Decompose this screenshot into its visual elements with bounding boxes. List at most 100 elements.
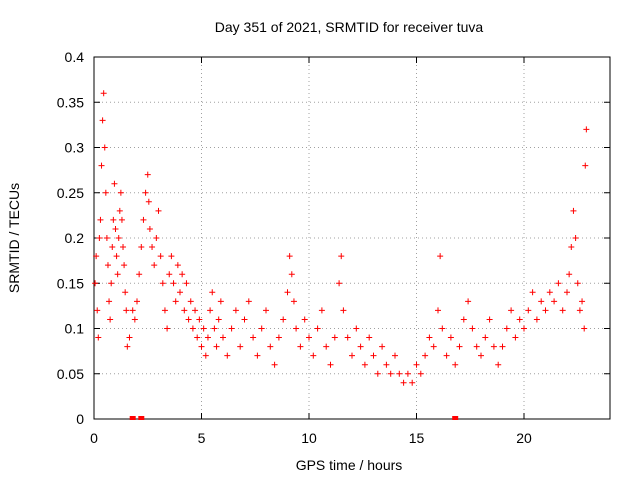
data-point [525,307,532,314]
data-point [196,316,203,323]
data-point [538,298,545,305]
y-tick-label: 0.4 [65,49,85,65]
data-point [447,334,454,341]
chart-title: Day 351 of 2021, SRMTID for receiver tuv… [215,19,484,35]
data-point [151,262,158,269]
data-point [574,280,581,287]
data-point [353,325,360,332]
data-point [439,325,446,332]
data-point [533,316,540,323]
data-point [213,343,220,350]
data-point [271,361,278,368]
y-tick-label: 0 [76,411,84,427]
data-point [336,280,343,287]
data-point [109,244,116,251]
plot-frame [93,56,611,420]
data-point [566,271,573,278]
data-point [98,162,105,169]
data-point [258,325,265,332]
data-point [413,361,420,368]
data-point [290,298,297,305]
baseline-point [138,416,145,420]
baseline-point [129,416,136,420]
data-point [503,325,510,332]
data-point [110,216,117,223]
data-point [301,316,308,323]
data-point [131,316,138,323]
data-point [108,280,115,287]
data-point [254,352,261,359]
data-point [107,316,114,323]
data-point [512,334,519,341]
data-point [478,352,484,359]
data-point [117,189,124,196]
data-point [168,253,175,260]
grid [94,57,610,419]
data-point [310,352,317,359]
y-tick-label: 0.15 [57,275,84,291]
data-point [164,325,171,332]
data-point [293,325,300,332]
data-point [224,352,231,359]
y-tick-label: 0.1 [65,321,85,337]
data-point [194,334,201,341]
data-point [482,334,489,341]
data-point [187,298,194,305]
data-point [200,325,207,332]
data-point [217,298,224,305]
data-point [100,90,107,97]
data-point [232,307,239,314]
data-point [576,307,583,314]
data-point [374,370,381,377]
data-point [437,253,444,260]
data-point [404,370,411,377]
y-tick-label: 0.3 [65,140,85,156]
data-point [140,216,147,223]
data-point [582,162,589,169]
x-axis-label: GPS time / hours [296,457,403,473]
data-point [111,180,118,187]
y-tick-label: 0.05 [57,366,84,382]
y-axis-label: SRMTID / TECUs [6,183,22,293]
data-point [280,316,287,323]
data-point [555,280,562,287]
data-point [93,253,100,260]
data-point [228,325,235,332]
data-point [134,298,140,305]
data-point [581,325,588,332]
data-point [499,343,506,350]
data-point [495,361,502,368]
data-point [145,198,152,205]
data-point [579,298,586,305]
x-tick-label: 0 [90,430,98,446]
data-point [409,379,416,386]
data-point [161,307,168,314]
data-point [124,343,131,350]
data-point [559,307,566,314]
data-point [486,316,493,323]
data-point [426,334,433,341]
data-point [331,334,338,341]
data-point [112,225,119,232]
data-point [185,316,192,323]
data-point [215,316,222,323]
data-point [349,352,355,359]
data-point [568,244,575,251]
data-point [327,361,334,368]
data-point [142,189,149,196]
data-point [263,307,269,314]
data-point [473,343,480,350]
data-point [572,235,579,241]
data-point [177,289,183,296]
data-point [101,144,108,151]
data-point [121,262,128,269]
data-point [456,343,463,350]
data-point [338,253,345,260]
data-point [516,316,523,323]
data-point [122,289,129,296]
data-point [120,244,127,251]
data-point [207,307,214,314]
data-point [146,225,153,232]
data-point [297,343,304,350]
data-point [344,334,351,341]
